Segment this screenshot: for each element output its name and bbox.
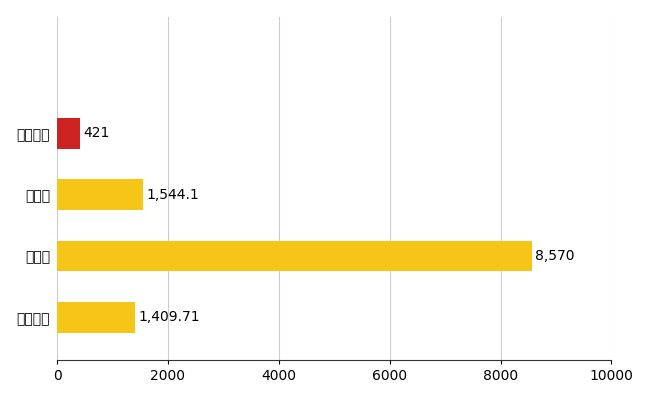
Bar <box>57 241 532 271</box>
Bar <box>57 179 143 210</box>
Bar <box>57 302 135 333</box>
Text: 421: 421 <box>84 126 110 140</box>
Text: 1,544.1: 1,544.1 <box>146 188 199 202</box>
Bar <box>57 118 81 148</box>
Text: 8,570: 8,570 <box>536 249 575 263</box>
Text: 1,409.71: 1,409.71 <box>138 310 200 324</box>
